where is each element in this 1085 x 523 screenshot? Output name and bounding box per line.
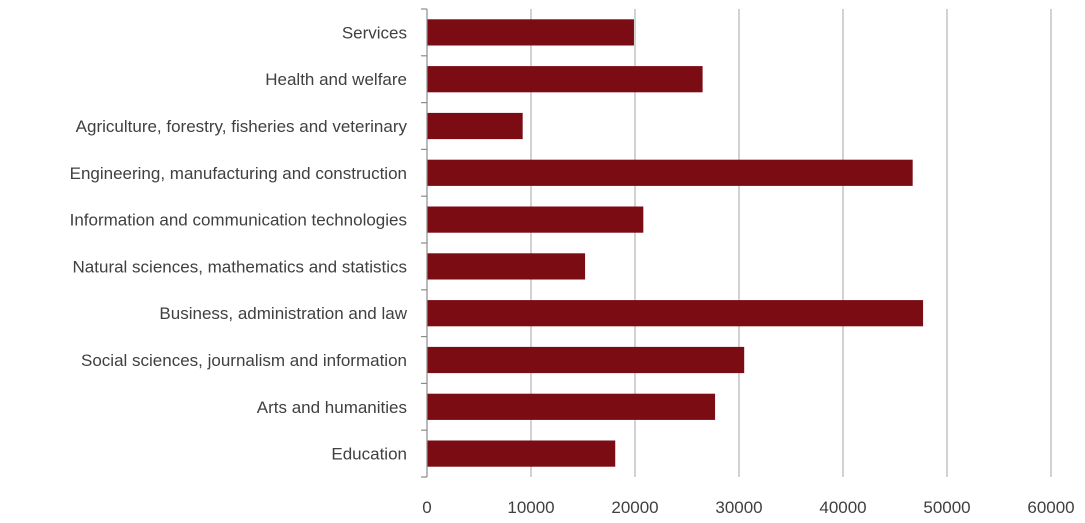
category-label-9: Arts and humanities: [257, 398, 407, 417]
x-tick-label-60000: 60000: [1027, 498, 1074, 517]
x-tick-label-20000: 20000: [611, 498, 658, 517]
category-label-5: Information and communication technologi…: [70, 211, 407, 230]
bar-8: [427, 346, 745, 374]
category-label-3: Agriculture, forestry, fisheries and vet…: [76, 117, 408, 136]
x-tick-label-40000: 40000: [819, 498, 866, 517]
bar-2: [427, 66, 703, 93]
x-tick-labels: 0 10000 20000 30000 40000 50000 60000: [422, 498, 1074, 517]
bar-4: [427, 159, 913, 186]
category-label-7: Business, administration and law: [159, 304, 407, 323]
bar-6: [427, 253, 586, 280]
bars: [427, 19, 924, 467]
category-axis: [421, 8, 428, 478]
bar-9: [427, 393, 716, 420]
bar-5: [427, 206, 644, 233]
bar-7: [427, 300, 924, 327]
category-label-10: Education: [331, 445, 407, 464]
bar-3: [427, 112, 523, 140]
category-labels: Services Health and welfare Agriculture, f…: [70, 23, 408, 463]
category-label-2: Health and welfare: [265, 70, 407, 89]
x-tick-label-30000: 30000: [715, 498, 762, 517]
bar-10: [427, 440, 616, 467]
bar-1: [427, 19, 634, 46]
x-tick-label-50000: 50000: [923, 498, 970, 517]
category-label-6: Natural sciences, mathematics and statis…: [73, 257, 407, 276]
x-tick-label-0: 0: [422, 498, 431, 517]
category-label-1: Services: [342, 23, 407, 42]
category-label-8: Social sciences, journalism and informat…: [81, 351, 407, 370]
category-label-4: Engineering, manufacturing and construct…: [70, 164, 407, 183]
x-tick-label-10000: 10000: [507, 498, 554, 517]
